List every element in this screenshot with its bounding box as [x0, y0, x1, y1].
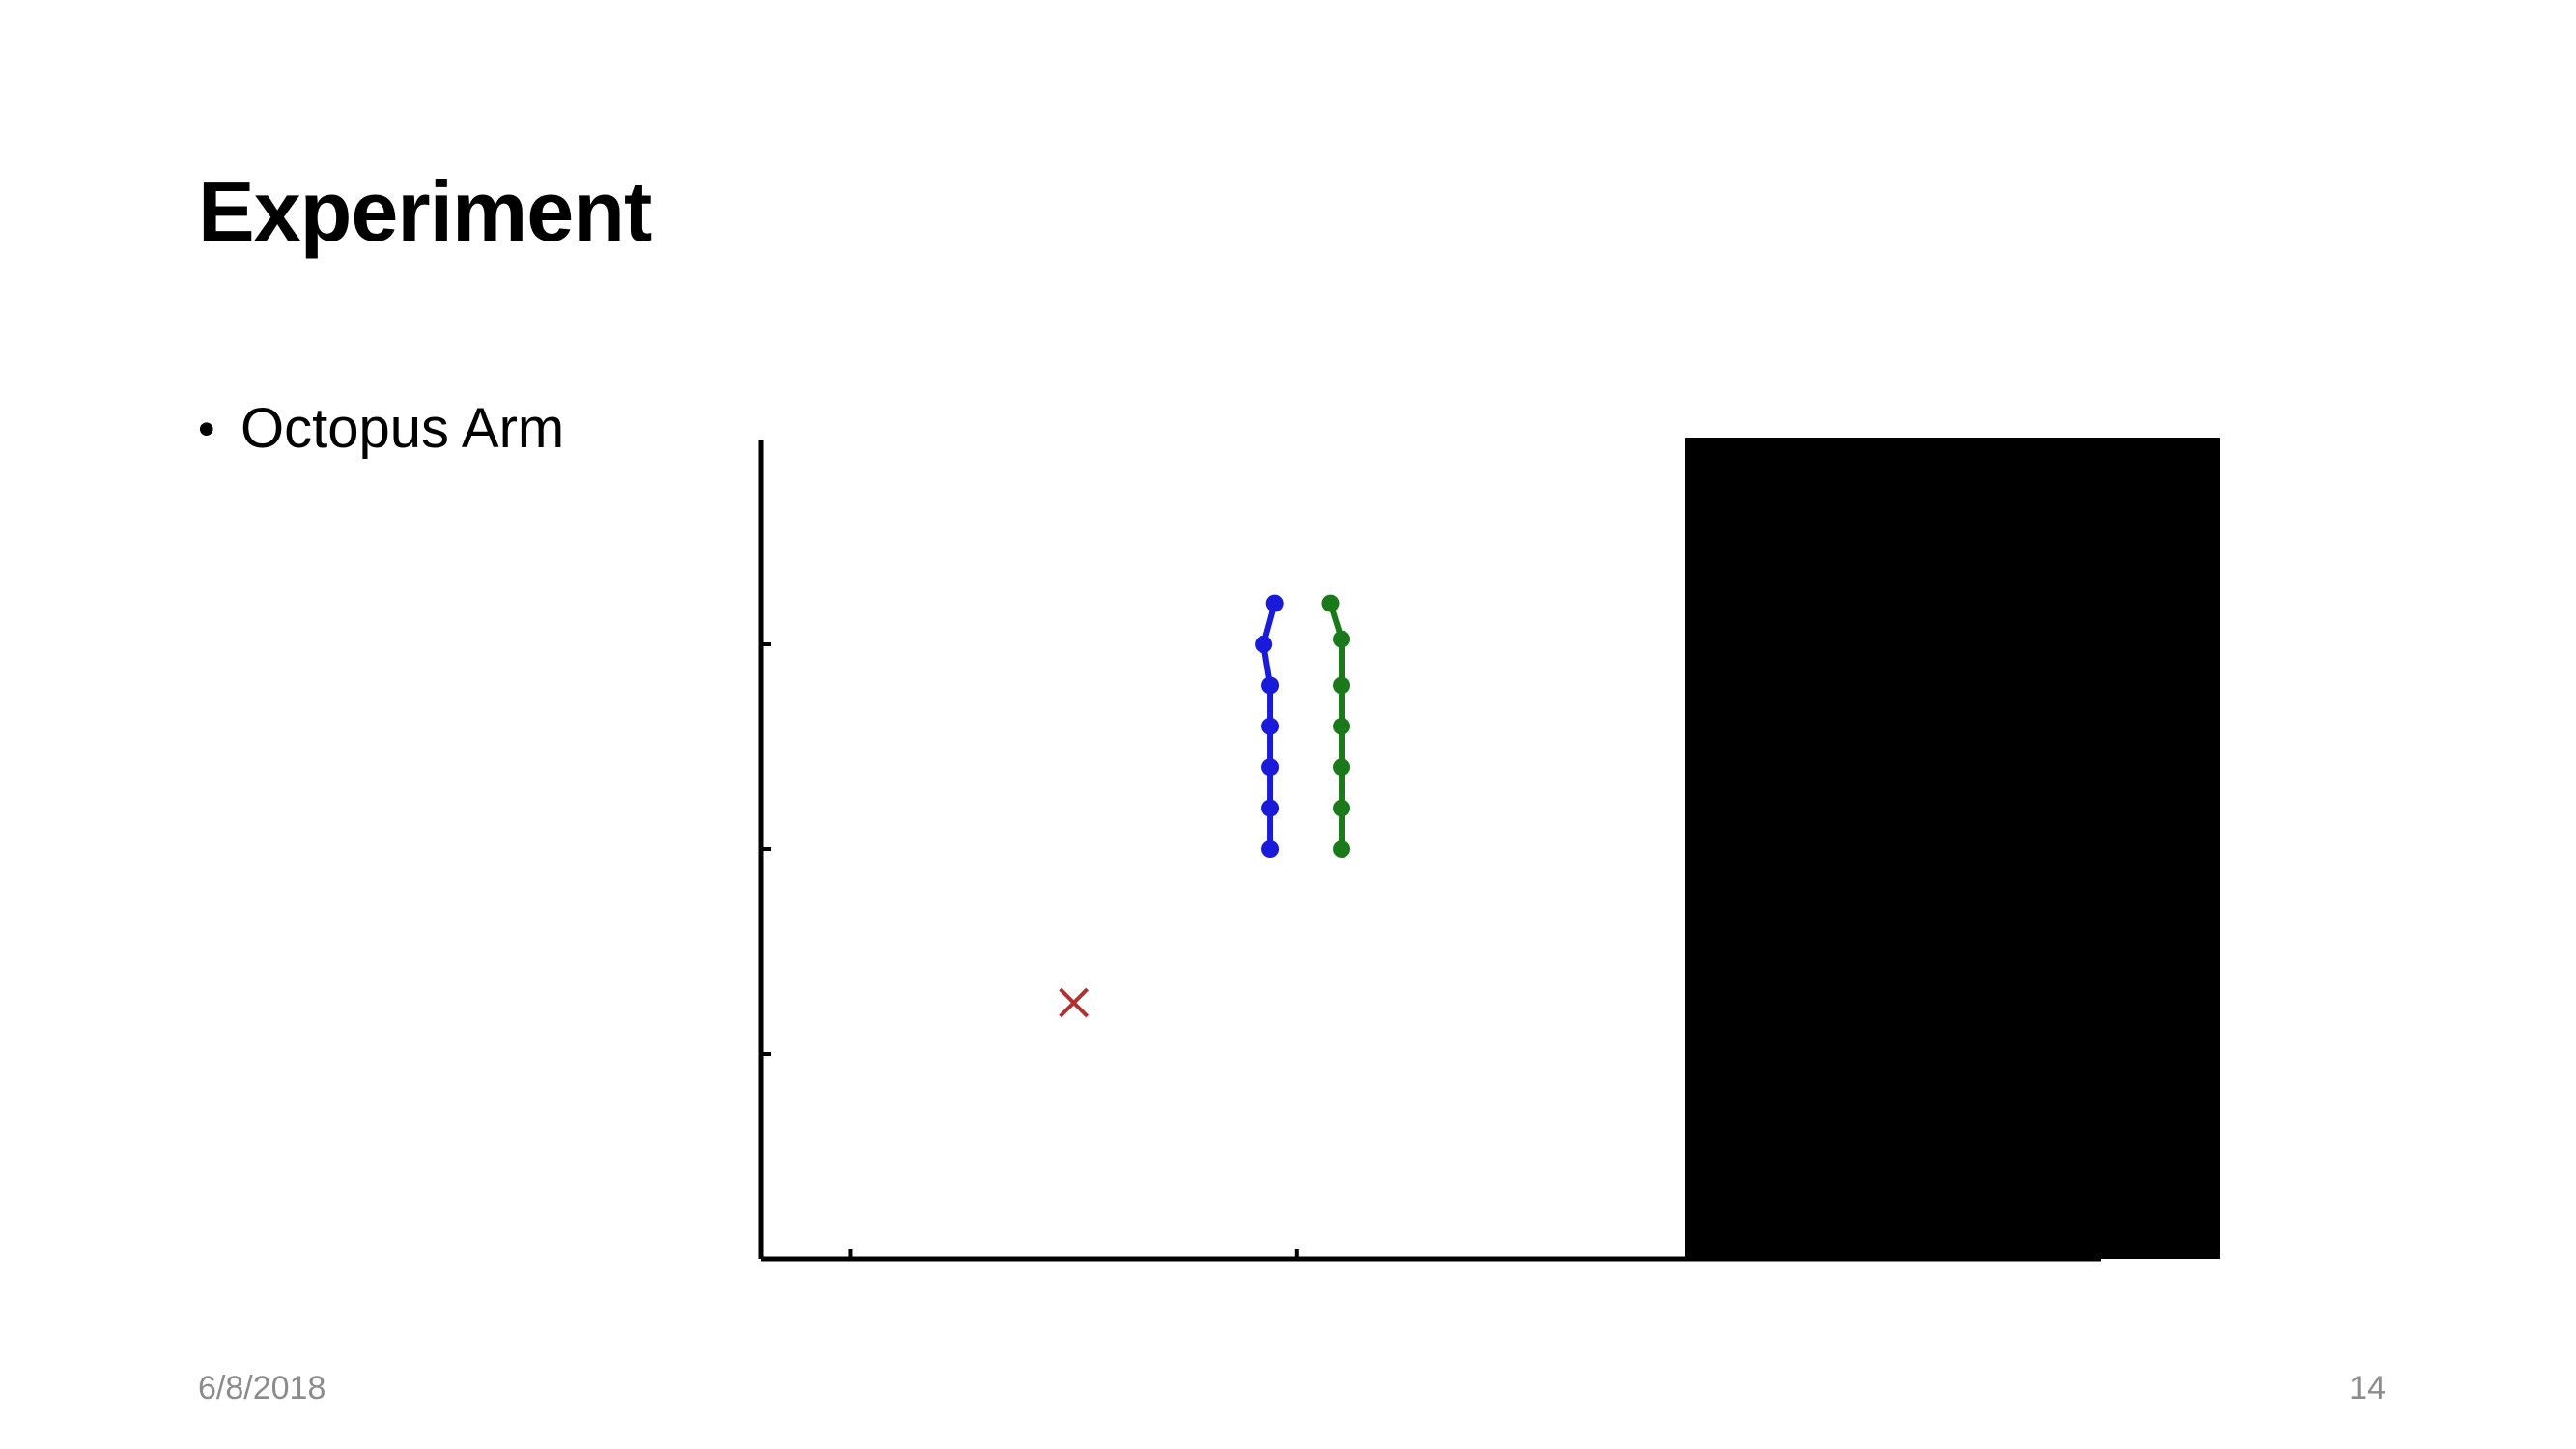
series-1-point	[1333, 758, 1351, 777]
plot-svg	[758, 440, 2101, 1262]
series-0-point	[1261, 799, 1280, 817]
series-1-point	[1333, 840, 1351, 858]
series-0-point	[1261, 676, 1280, 695]
series-1-point	[1333, 799, 1351, 817]
footer-page-number: 14	[2349, 1370, 2386, 1406]
black-panel	[1685, 438, 2220, 1259]
series-0-point	[1261, 758, 1280, 777]
series-1-point	[1333, 717, 1351, 735]
series-0-point	[1265, 594, 1284, 612]
bullet-dot-icon: •	[198, 401, 215, 456]
footer-date: 6/8/2018	[198, 1370, 326, 1406]
target-marker-stroke-b	[1059, 987, 1090, 1018]
bullet-list: • Octopus Arm	[198, 396, 564, 461]
series-0-point	[1261, 840, 1280, 858]
series-0-point	[1255, 636, 1273, 653]
octopus-arm-plot	[749, 435, 2226, 1265]
bullet-text: Octopus Arm	[241, 397, 565, 460]
slide-title: Experiment	[198, 163, 652, 259]
series-1-point	[1333, 630, 1351, 648]
series-0-point	[1261, 717, 1280, 735]
series-1-point	[1321, 594, 1340, 612]
series-1-point	[1333, 676, 1351, 695]
bullet-item: • Octopus Arm	[198, 396, 564, 461]
